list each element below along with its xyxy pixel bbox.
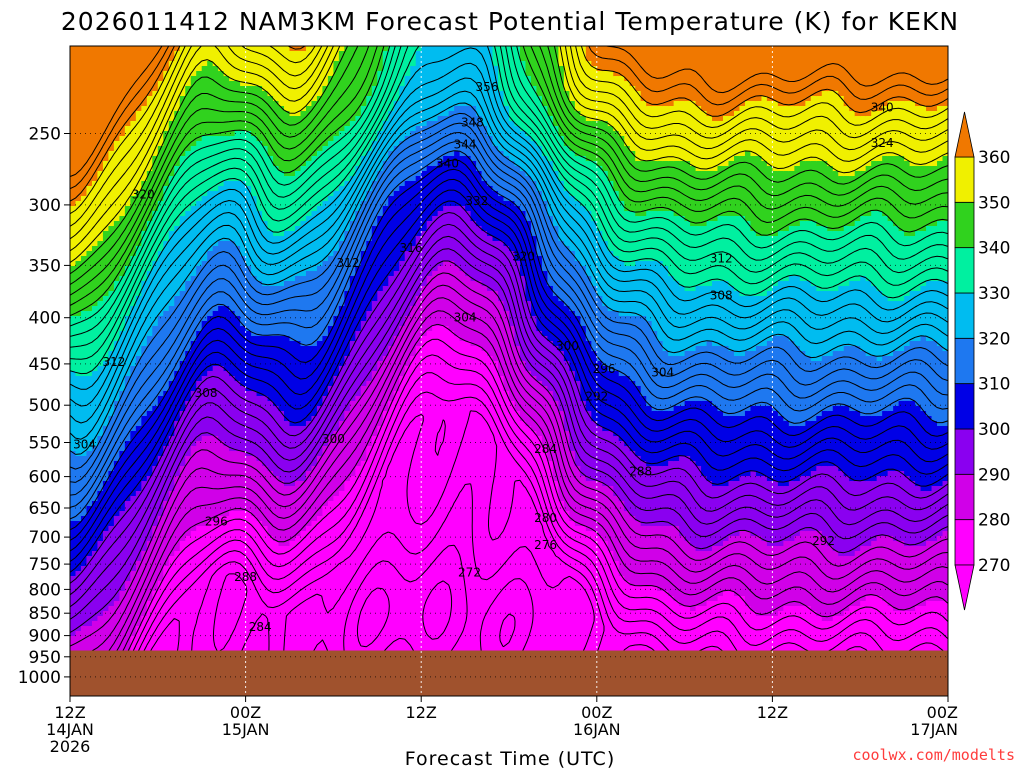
contour-label: 300 [556,339,579,353]
contour-label: 288 [234,570,257,584]
contour-label: 304 [454,311,477,325]
x-tick-label: 12Z [757,703,788,722]
y-tick-label: 300 [29,196,61,216]
colorbar-label: 280 [978,511,1010,531]
y-tick-label: 350 [29,256,61,276]
y-tick-label: 250 [29,125,61,145]
x-tick-label: 2026 [50,737,91,756]
colorbar-label: 350 [978,193,1010,213]
contour-label: 356 [476,80,499,94]
contour-label-layer: 356 348 344 340 340 332 324 320 320 316 312 312 312 3… [73,80,894,634]
contour-label: 300 [322,432,345,446]
contour-label: 292 [585,390,608,404]
contour-label: 272 [458,565,481,579]
colorbar: 270 280 290 300 310 320 330 340 350 360 [954,111,1010,611]
contour-label: 348 [461,115,484,129]
contour-label: 288 [629,464,652,478]
y-tick-label: 400 [29,309,61,329]
contour-label: 284 [249,620,272,634]
x-tick-label: 00Z [581,703,612,722]
y-tick-label: 850 [29,604,61,624]
contour-label: 320 [512,249,535,263]
colorbar-label: 340 [978,239,1010,259]
colorbar-label: 290 [978,465,1010,485]
x-axis-label: Forecast Time (UTC) [405,748,615,768]
contour-label: 344 [454,137,477,151]
colorbar-segment [954,247,975,294]
x-tick-label: 14JAN [46,720,94,739]
contour-label: 332 [465,194,488,208]
credit-text: coolwx.com/modelts [852,746,1015,764]
y-tick-label: 500 [29,396,61,416]
contour-label: 296 [593,362,616,376]
plot-area: 356 348 344 340 340 332 324 320 320 316 312 312 312 3… [70,46,948,696]
colorbar-segment [954,473,975,520]
contour-label: 340 [871,101,894,115]
colorbar-max-arrow [954,111,975,158]
contour-label: 304 [73,438,96,452]
x-tick-label: 12Z [54,703,85,722]
colorbar-segment [954,201,975,249]
colorbar-segment [954,428,975,475]
x-tick-label: 12Z [406,703,437,722]
colorbar-min-arrow [954,564,975,611]
colorbar-label: 320 [978,329,1010,349]
contour-label: 340 [436,157,459,171]
y-tick-label: 900 [29,627,61,647]
contour-label: 292 [812,534,835,548]
contour-label: 284 [534,442,557,456]
contour-label: 304 [651,366,674,380]
y-tick-label: 600 [29,468,61,488]
y-tick-label: 450 [29,355,61,375]
contour-label: 320 [132,187,155,201]
chart-title: 2026011412 NAM3KM Forecast Potential Tem… [61,7,959,36]
colorbar-label: 300 [978,420,1010,440]
contour-label: 296 [205,515,228,529]
x-tick-label: 17JAN [910,720,958,739]
colorbar-segment [954,292,975,339]
y-tick-label: 700 [29,528,61,548]
colorbar-label: 330 [978,284,1010,304]
contour-label: 312 [102,355,125,369]
colorbar-label: 270 [978,556,1010,576]
y-tick-label: 650 [29,499,61,519]
contour-label: 308 [710,289,733,303]
colorbar-segment [954,156,975,203]
plot-frame [69,45,949,697]
y-axis: 250 300 350 400 450 500 550 600 650 700 750 800 850 9… [18,125,70,688]
grid-lines [70,46,948,696]
colorbar-segment [954,383,975,430]
contour-label: 276 [534,538,557,552]
y-tick-label: 1000 [18,668,61,688]
x-tick-label: 15JAN [222,720,270,739]
colorbar-label: 360 [978,148,1010,168]
contour-label: 324 [871,136,894,150]
contour-label: 312 [337,256,360,270]
contour-label: 312 [710,252,733,266]
x-tick-label: 00Z [230,703,261,722]
y-tick-label: 550 [29,434,61,454]
x-tick-label: 00Z [927,703,958,722]
y-tick-label: 800 [29,580,61,600]
y-tick-label: 750 [29,555,61,575]
contour-label: 280 [534,511,557,525]
colorbar-segment [954,337,975,384]
colorbar-label: 310 [978,375,1010,395]
y-tick-label: 950 [29,648,61,668]
colorbar-segment [954,519,975,566]
contour-label: 308 [195,386,218,400]
contour-label: 316 [400,241,423,255]
ground-surface [70,650,948,696]
x-tick-label: 16JAN [573,720,621,739]
